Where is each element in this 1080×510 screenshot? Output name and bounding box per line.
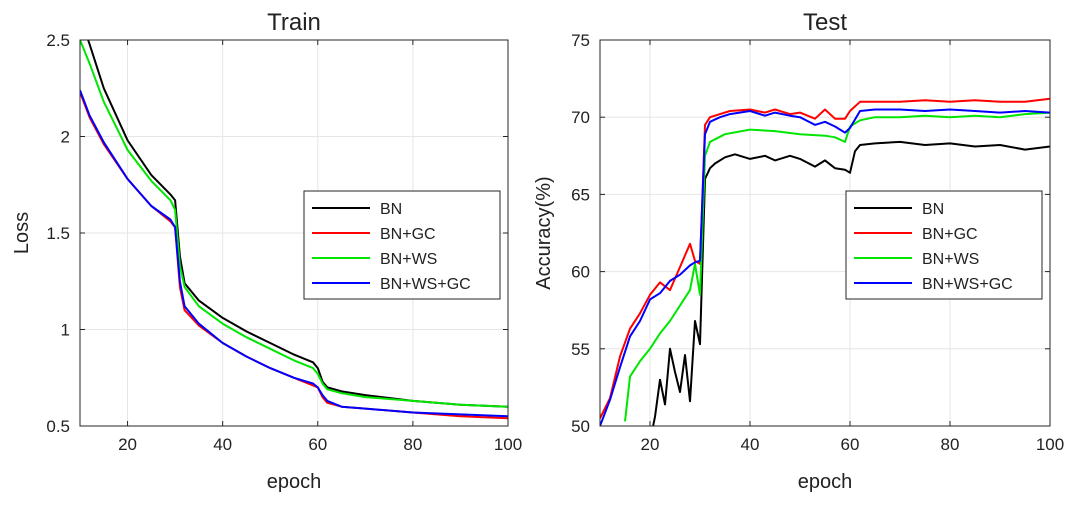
x-tick-label: 60 xyxy=(308,435,327,454)
y-tick-label: 55 xyxy=(571,340,590,359)
x-tick-label: 80 xyxy=(941,435,960,454)
axes-frame xyxy=(599,39,1051,427)
y-tick-label: 2.5 xyxy=(46,31,70,50)
legend-label: BN xyxy=(922,201,944,218)
legend-label: BN+GC xyxy=(922,226,978,243)
legend-label: BN+WS+GC xyxy=(380,276,471,293)
legend: BN BN+GC BN+WS BN+WS+GC xyxy=(845,190,1043,300)
series-line-bn-gc xyxy=(600,97,1050,419)
legend-label: BN+WS xyxy=(922,251,979,268)
y-tick-label: 65 xyxy=(571,185,590,204)
y-tick-label: 60 xyxy=(571,263,590,282)
x-tick-label: 100 xyxy=(1036,435,1064,454)
series-line-bn xyxy=(652,140,1050,426)
y-axis-label: Loss xyxy=(11,212,33,254)
legend-label: BN+WS+GC xyxy=(922,276,1013,293)
y-axis-label: Accuracy(%) xyxy=(533,176,555,289)
y-tick-label: 50 xyxy=(571,417,590,436)
x-tick-label: 40 xyxy=(741,435,760,454)
x-tick-label: 100 xyxy=(494,435,522,454)
legend-label: BN xyxy=(380,201,402,218)
legend-label: BN+GC xyxy=(380,226,436,243)
legend: BN BN+GC BN+WS BN+WS+GC xyxy=(303,190,501,300)
y-tick-label: 70 xyxy=(571,108,590,127)
series-line-bn xyxy=(87,40,508,408)
legend-label: BN+WS xyxy=(380,251,437,268)
y-tick-label: 1 xyxy=(61,321,70,340)
chart-1: 20 40 60 80 100 50 55 60 65 70 75 Test epoch Accuracy… xyxy=(533,9,1064,493)
x-tick-label: 40 xyxy=(213,435,232,454)
x-axis-label: epoch xyxy=(267,471,322,493)
series-line-bn-ws xyxy=(80,40,508,408)
x-tick-label: 20 xyxy=(118,435,137,454)
y-tick-label: 0.5 xyxy=(46,417,70,436)
series-line-bn-ws-gc xyxy=(600,108,1050,426)
x-tick-label: 60 xyxy=(841,435,860,454)
x-tick-label: 20 xyxy=(641,435,660,454)
x-axis-label: epoch xyxy=(798,471,853,493)
y-tick-label: 2 xyxy=(61,128,70,147)
chart-title: Test xyxy=(803,9,847,36)
series-line-bn-ws xyxy=(624,111,1050,422)
chart-0: 20 40 60 80 1000.511.522.5TrainepochLossBNBN… xyxy=(11,9,522,493)
x-tick-label: 80 xyxy=(403,435,422,454)
chart-title: Train xyxy=(267,9,321,36)
y-tick-label: 1.5 xyxy=(46,224,70,243)
y-tick-label: 75 xyxy=(571,31,590,50)
series-line-bn-ws-gc xyxy=(80,89,508,418)
